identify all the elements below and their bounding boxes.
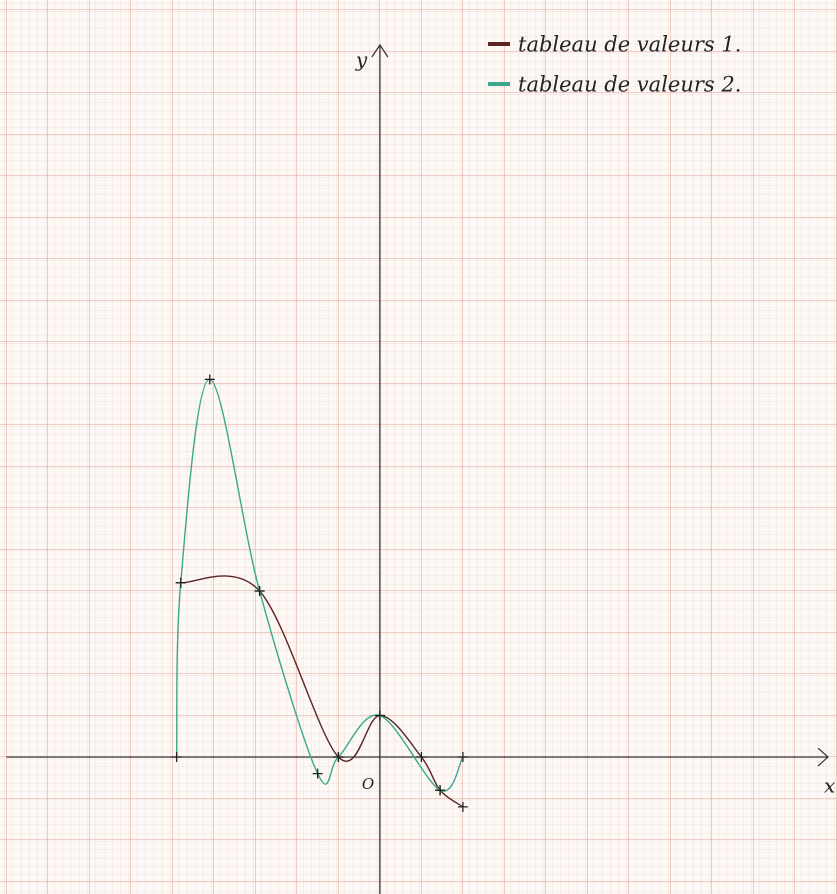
point-cross (457, 752, 468, 763)
x-axis-label: x (824, 774, 835, 798)
series-line (175, 378, 464, 792)
legend-label: tableau de valeurs 2. (518, 73, 741, 97)
x-arrow (817, 747, 829, 767)
point-cross (457, 801, 468, 812)
y-arrow (371, 43, 389, 58)
point-cross (374, 710, 385, 721)
plot: tableau de valeurs 1. tableau de valeurs … (171, 33, 741, 812)
point-cross (204, 374, 215, 385)
point-cross (254, 586, 265, 597)
y-axis-label: y (355, 48, 368, 72)
point-cross (333, 752, 344, 763)
origin-label: O (362, 775, 374, 793)
point-cross (312, 768, 323, 779)
point-cross (175, 577, 186, 588)
point-cross (171, 752, 182, 763)
point-cross (416, 752, 427, 763)
point-cross (435, 785, 446, 796)
legend-label: tableau de valeurs 1. (518, 33, 741, 57)
